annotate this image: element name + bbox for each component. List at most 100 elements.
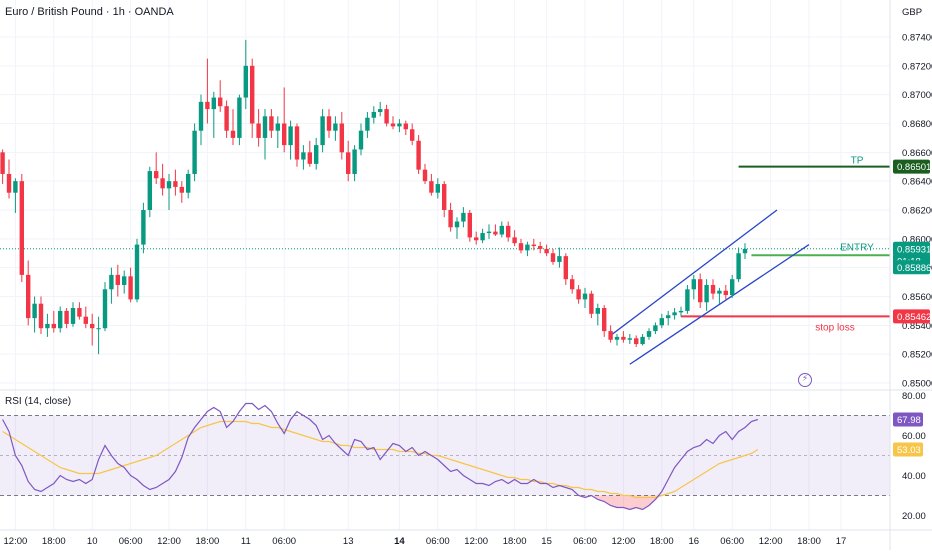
candle-body	[109, 274, 114, 290]
current-price-tag: 0.85931	[897, 244, 931, 255]
candle-body	[192, 130, 197, 174]
candle-body	[461, 212, 466, 222]
candle-body	[384, 109, 389, 124]
candle-body	[198, 101, 204, 131]
stop-loss-price-tag: 0.85462	[897, 312, 931, 323]
candle-body	[723, 290, 728, 296]
candle-body	[454, 221, 460, 228]
price-tags: 0.865010.8593101:180.858860.8546267.9853…	[893, 159, 931, 457]
rsi-oversold-fill	[591, 495, 662, 510]
candle-body	[269, 116, 274, 131]
time-tick-label: 12:00	[157, 536, 181, 547]
candle-body	[691, 279, 696, 290]
candle-body	[621, 336, 626, 340]
entry-price-tag: 0.85886	[897, 263, 931, 274]
candle-body	[518, 243, 524, 251]
candle-body	[467, 212, 472, 238]
stop-loss-price-tag-box	[893, 309, 930, 324]
candle-body	[115, 274, 120, 285]
candle-body	[160, 178, 165, 189]
candle-body	[390, 123, 396, 127]
candle-body	[211, 97, 216, 110]
candle-body	[371, 111, 376, 118]
candle-body	[666, 315, 671, 319]
time-tick-label: 18:00	[503, 536, 527, 547]
time-tick-label: 18:00	[196, 536, 220, 547]
time-tick-label: 12:00	[4, 536, 28, 547]
candle-body	[58, 310, 63, 329]
candle-body	[218, 97, 223, 107]
candle-body	[659, 318, 664, 326]
candle-body	[531, 244, 536, 247]
tp-price-tag-box	[893, 159, 930, 174]
candle-body	[570, 279, 575, 290]
candle-body	[506, 225, 511, 238]
price-tick-label: 0.87400	[902, 33, 932, 44]
time-tick-label: 17	[836, 536, 847, 547]
rsi-value-tag: 67.98	[897, 415, 921, 426]
candle-body	[307, 152, 312, 164]
candle-body	[339, 123, 344, 153]
candle-body	[26, 274, 31, 319]
lightning-icon[interactable]: ⚡	[798, 373, 812, 387]
candle-body	[179, 186, 184, 193]
candle-body	[32, 303, 37, 319]
candle-body	[736, 253, 741, 280]
candle-body	[557, 256, 562, 262]
candle-body	[550, 253, 556, 262]
candle-body	[51, 323, 56, 329]
time-tick-label: 06:00	[426, 536, 450, 547]
candle-body	[365, 117, 370, 131]
candle-body	[320, 116, 325, 146]
channel-lower-line	[629, 244, 810, 365]
candle-body	[608, 331, 613, 340]
candle-body	[499, 225, 504, 235]
candle-body	[205, 101, 210, 110]
rsi-tick-label: 20.00	[902, 511, 926, 522]
candle-body	[346, 152, 351, 174]
candle-body	[704, 284, 709, 303]
candle-body	[122, 276, 127, 285]
channel-upper-line	[610, 209, 778, 336]
candlestick-series	[0, 39, 748, 355]
candle-body	[730, 279, 735, 296]
price-channel[interactable]	[610, 209, 810, 365]
candle-body	[256, 123, 261, 138]
candle-body	[698, 279, 703, 303]
time-tick-label: 18:00	[797, 536, 821, 547]
time-tick-label: 06:00	[119, 536, 143, 547]
candle-body	[544, 248, 549, 254]
candle-body	[314, 145, 319, 164]
candle-body	[230, 130, 236, 138]
candle-body	[96, 328, 101, 330]
candle-body	[480, 233, 485, 241]
rsi-ma-line	[2, 420, 759, 499]
candle-body	[435, 184, 440, 193]
time-tick-label: 06:00	[573, 536, 597, 547]
candle-body	[141, 210, 146, 245]
rsi-band-area	[0, 415, 890, 496]
candle-body	[275, 123, 280, 131]
candle-body	[224, 106, 229, 131]
candle-body	[352, 149, 357, 174]
candle-body	[710, 284, 716, 294]
candle-body	[333, 123, 338, 131]
candle-body	[672, 312, 677, 316]
stop-loss-label: stop loss	[815, 322, 854, 333]
candle-body	[410, 129, 415, 141]
grid-lines	[0, 0, 890, 530]
candle-body	[250, 65, 255, 124]
time-tick-label: 12:00	[612, 536, 636, 547]
candle-body	[186, 173, 191, 193]
candle-body	[358, 130, 364, 150]
time-tick-label: 11	[241, 536, 251, 547]
candle-body	[154, 171, 159, 179]
candle-body	[288, 126, 293, 146]
candle-body	[0, 152, 5, 174]
